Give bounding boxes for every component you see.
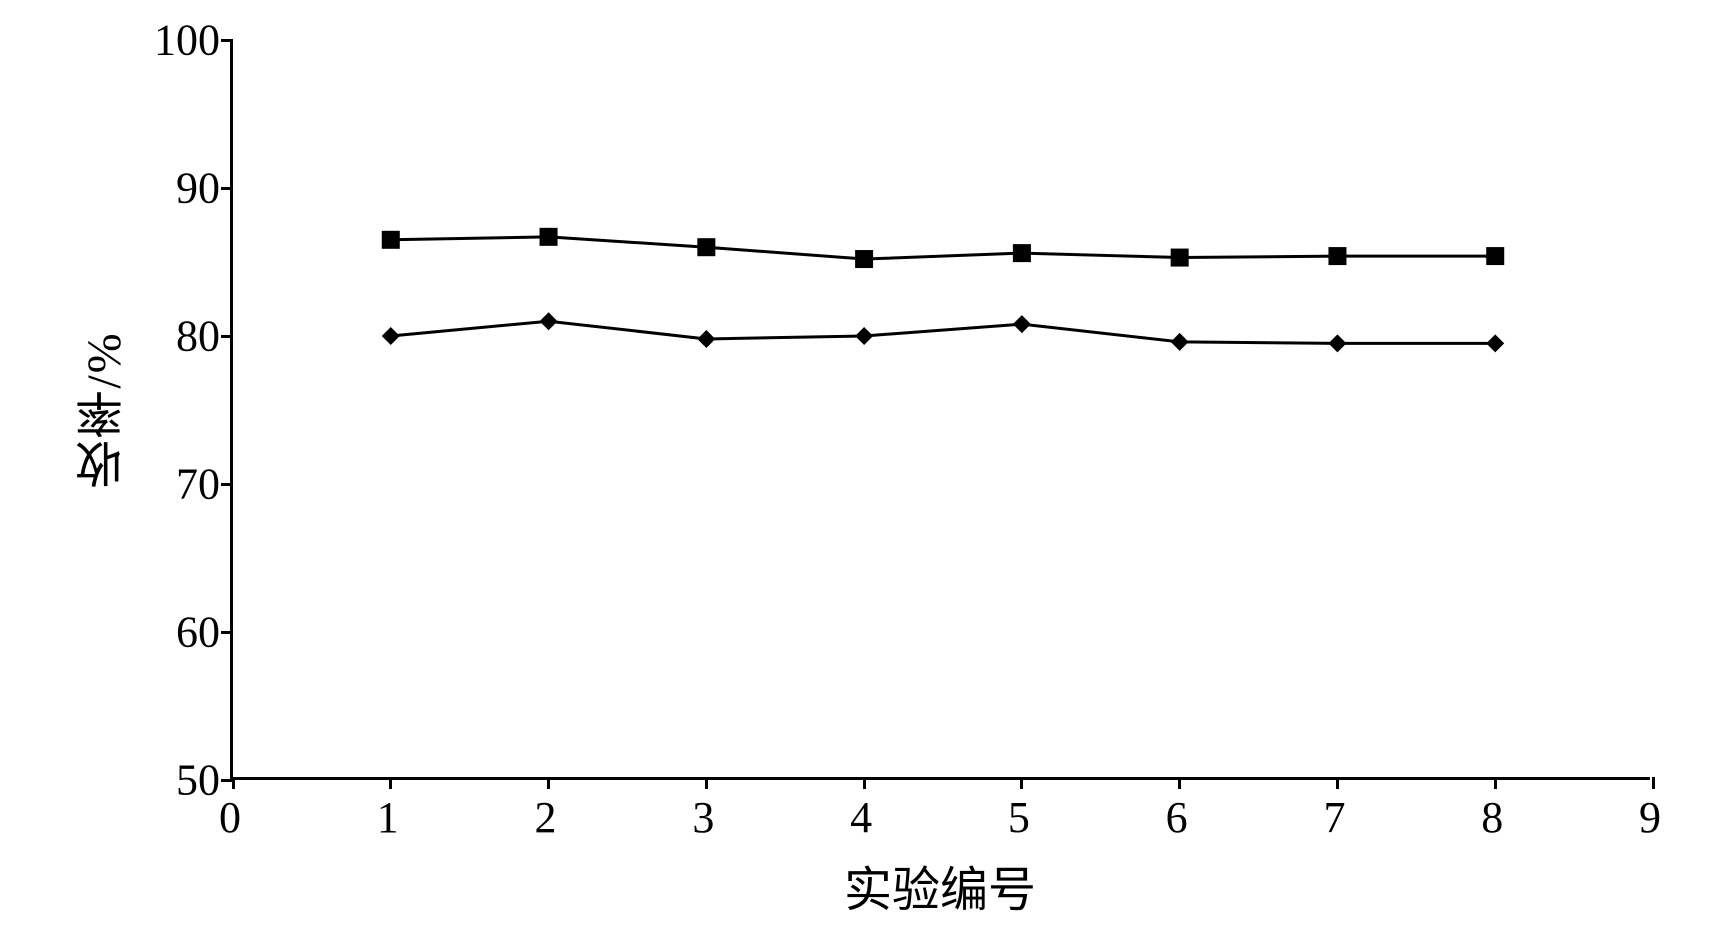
x-tick-label: 6 xyxy=(1166,792,1188,843)
x-tick xyxy=(1020,777,1023,789)
series-diamond-marker xyxy=(1013,315,1031,333)
x-tick xyxy=(389,777,392,789)
x-tick xyxy=(1336,777,1339,789)
series-square-marker xyxy=(697,238,715,256)
x-tick-label: 8 xyxy=(1481,792,1503,843)
series-diamond-marker xyxy=(697,330,715,348)
series-diamond-marker xyxy=(382,327,400,345)
y-tick xyxy=(221,483,233,486)
y-tick xyxy=(221,187,233,190)
chart-svg xyxy=(233,40,1650,777)
y-tick-label: 60 xyxy=(176,607,220,658)
x-tick xyxy=(1178,777,1181,789)
y-tick-label: 50 xyxy=(176,755,220,806)
series-diamond-marker xyxy=(855,327,873,345)
series-diamond-marker xyxy=(1328,334,1346,352)
plot-area xyxy=(230,40,1650,780)
x-tick-label: 0 xyxy=(219,792,241,843)
x-tick-label: 1 xyxy=(377,792,399,843)
y-tick-label: 80 xyxy=(176,311,220,362)
x-tick-label: 7 xyxy=(1323,792,1345,843)
x-axis-title: 实验编号 xyxy=(844,850,1036,920)
x-tick-label: 5 xyxy=(1008,792,1030,843)
series-diamond-line xyxy=(391,321,1495,343)
y-axis-title: 收率/% xyxy=(70,331,140,488)
series-square-marker xyxy=(382,231,400,249)
x-tick-label: 3 xyxy=(692,792,714,843)
series-square-marker xyxy=(1328,247,1346,265)
x-tick xyxy=(232,777,235,789)
series-square-marker xyxy=(1171,249,1189,267)
y-tick xyxy=(221,631,233,634)
x-tick-label: 2 xyxy=(535,792,557,843)
y-tick-label: 90 xyxy=(176,163,220,214)
x-tick-label: 9 xyxy=(1639,792,1661,843)
series-square-marker xyxy=(540,228,558,246)
y-tick-label: 100 xyxy=(154,15,220,66)
series-diamond-marker xyxy=(1486,334,1504,352)
series-square-marker xyxy=(1486,247,1504,265)
x-tick xyxy=(1652,777,1655,789)
series-square-marker xyxy=(1013,244,1031,262)
y-tick-label: 70 xyxy=(176,459,220,510)
chart-container: 收率/% 实验编号 50607080901000123456789 xyxy=(60,20,1660,900)
series-square-marker xyxy=(855,250,873,268)
x-tick-label: 4 xyxy=(850,792,872,843)
x-tick xyxy=(1494,777,1497,789)
series-diamond-marker xyxy=(540,312,558,330)
y-tick xyxy=(221,39,233,42)
x-tick xyxy=(705,777,708,789)
x-tick xyxy=(863,777,866,789)
x-tick xyxy=(547,777,550,789)
y-tick xyxy=(221,335,233,338)
series-diamond-marker xyxy=(1171,333,1189,351)
